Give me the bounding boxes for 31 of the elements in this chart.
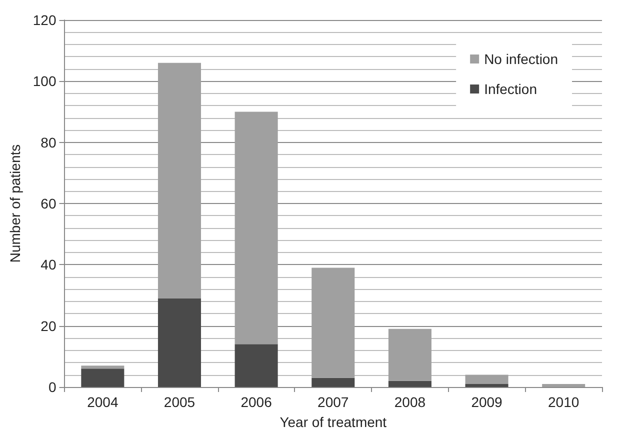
y-tick-label: 40 — [40, 256, 56, 273]
bar — [158, 298, 201, 387]
y-tick-label: 100 — [32, 73, 56, 90]
bar — [81, 366, 124, 369]
y-tick-label: 120 — [32, 12, 56, 28]
bar — [312, 378, 355, 387]
legend-label: Infection — [484, 81, 538, 97]
bar — [388, 380, 432, 387]
x-tick-label: 2004 — [87, 394, 118, 410]
bar — [81, 368, 124, 387]
x-tick-label: 2009 — [471, 394, 503, 410]
bar — [542, 384, 586, 387]
x-axis-title: Year of treatment — [280, 414, 387, 430]
bar — [465, 384, 508, 387]
legend-label: No infection — [484, 51, 558, 67]
y-tick-label: 20 — [40, 318, 56, 334]
y-tick-label: 80 — [40, 134, 56, 150]
x-tick-label: 2010 — [548, 394, 580, 410]
bar — [465, 374, 508, 384]
bar — [234, 112, 278, 344]
bar — [158, 62, 201, 298]
y-tick-label: 60 — [40, 196, 56, 212]
bar — [234, 344, 278, 387]
y-tick-label: 0 — [48, 379, 56, 395]
y-axis-title: Number of patients — [7, 144, 23, 263]
bar — [388, 328, 432, 381]
x-tick-label: 2008 — [394, 394, 426, 410]
bar — [312, 268, 355, 378]
x-tick-label: 2007 — [318, 394, 349, 410]
x-tick-label: 2006 — [240, 394, 272, 410]
x-tick-label: 2005 — [164, 394, 196, 410]
